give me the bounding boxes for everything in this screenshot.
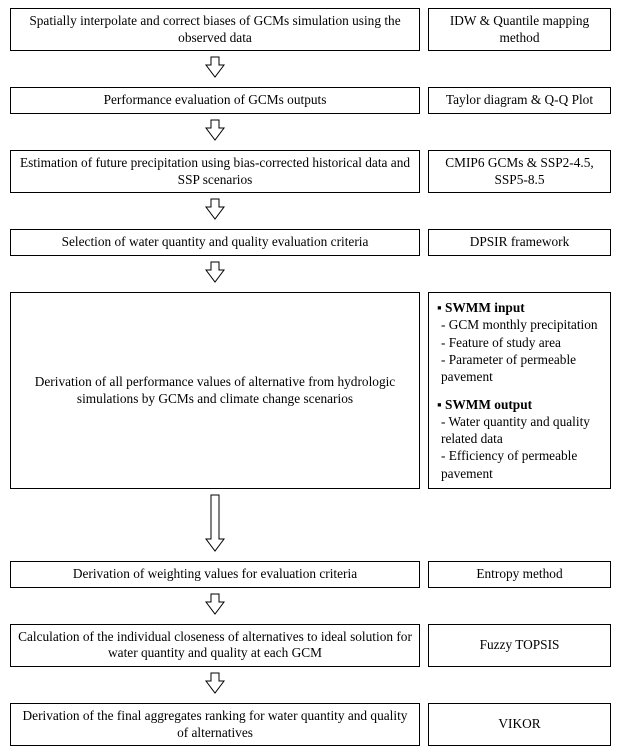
step-side-text: Entropy method bbox=[476, 566, 562, 583]
flowchart-container: Spatially interpolate and correct biases… bbox=[10, 8, 611, 746]
swmm-input-item: - Parameter of permeable pavement bbox=[437, 351, 602, 386]
step-side-box: IDW & Quantile mapping method bbox=[428, 8, 611, 51]
down-arrow-icon bbox=[10, 256, 420, 292]
swmm-output-item: - Water quantity and quality related dat… bbox=[437, 413, 602, 448]
step-main-box: Derivation of all performance values of … bbox=[10, 292, 420, 489]
step-main-text: Estimation of future precipitation using… bbox=[17, 155, 413, 188]
step-main-box: Estimation of future precipitation using… bbox=[10, 150, 420, 193]
swmm-output-title: ▪ SWMM output bbox=[437, 396, 602, 413]
down-arrow-icon bbox=[10, 51, 420, 87]
flow-step: Performance evaluation of GCMs outputs Ta… bbox=[10, 87, 611, 114]
step-side-box: Taylor diagram & Q-Q Plot bbox=[428, 87, 611, 114]
step-side-text: Fuzzy TOPSIS bbox=[480, 637, 560, 654]
swmm-input-title: ▪ SWMM input bbox=[437, 299, 602, 316]
down-arrow-icon bbox=[10, 114, 420, 150]
down-arrow-icon bbox=[10, 667, 420, 703]
step-side-box: Entropy method bbox=[428, 561, 611, 588]
step-main-text: Derivation of the final aggregates ranki… bbox=[17, 708, 413, 741]
flow-step: Spatially interpolate and correct biases… bbox=[10, 8, 611, 51]
step-side-text: CMIP6 GCMs & SSP2-4.5, SSP5-8.5 bbox=[435, 155, 604, 188]
swmm-output-item: - Efficiency of permeable pavement bbox=[437, 447, 602, 482]
swmm-input-item: - Feature of study area bbox=[437, 334, 602, 351]
step-main-box: Performance evaluation of GCMs outputs bbox=[10, 87, 420, 114]
step-main-box: Derivation of the final aggregates ranki… bbox=[10, 703, 420, 746]
step-main-box: Derivation of weighting values for evalu… bbox=[10, 561, 420, 588]
step-main-box: Selection of water quantity and quality … bbox=[10, 229, 420, 256]
step-side-box: CMIP6 GCMs & SSP2-4.5, SSP5-8.5 bbox=[428, 150, 611, 193]
flow-step: Calculation of the individual closeness … bbox=[10, 624, 611, 667]
step-main-text: Performance evaluation of GCMs outputs bbox=[104, 92, 327, 109]
step-side-text: DPSIR framework bbox=[470, 234, 570, 251]
step-side-text: IDW & Quantile mapping method bbox=[435, 13, 604, 46]
flow-step: Derivation of all performance values of … bbox=[10, 292, 611, 489]
step-side-box: ▪ SWMM input- GCM monthly precipitation-… bbox=[428, 292, 611, 489]
step-side-box: Fuzzy TOPSIS bbox=[428, 624, 611, 667]
step-main-text: Derivation of weighting values for evalu… bbox=[73, 566, 357, 583]
down-arrow-icon bbox=[10, 193, 420, 229]
flow-step: Selection of water quantity and quality … bbox=[10, 229, 611, 256]
flow-step: Derivation of weighting values for evalu… bbox=[10, 561, 611, 588]
down-arrow-icon bbox=[10, 489, 420, 561]
step-main-text: Calculation of the individual closeness … bbox=[17, 629, 413, 662]
step-main-text: Selection of water quantity and quality … bbox=[62, 234, 369, 251]
step-side-box: VIKOR bbox=[428, 703, 611, 746]
step-side-text: VIKOR bbox=[498, 716, 540, 733]
flow-step: Derivation of the final aggregates ranki… bbox=[10, 703, 611, 746]
step-side-box: DPSIR framework bbox=[428, 229, 611, 256]
step-main-box: Calculation of the individual closeness … bbox=[10, 624, 420, 667]
step-main-text: Derivation of all performance values of … bbox=[17, 374, 413, 407]
step-side-text: Taylor diagram & Q-Q Plot bbox=[446, 92, 593, 109]
down-arrow-icon bbox=[10, 588, 420, 624]
flow-step: Estimation of future precipitation using… bbox=[10, 150, 611, 193]
step-main-text: Spatially interpolate and correct biases… bbox=[17, 13, 413, 46]
step-main-box: Spatially interpolate and correct biases… bbox=[10, 8, 420, 51]
swmm-input-item: - GCM monthly precipitation bbox=[437, 316, 602, 333]
